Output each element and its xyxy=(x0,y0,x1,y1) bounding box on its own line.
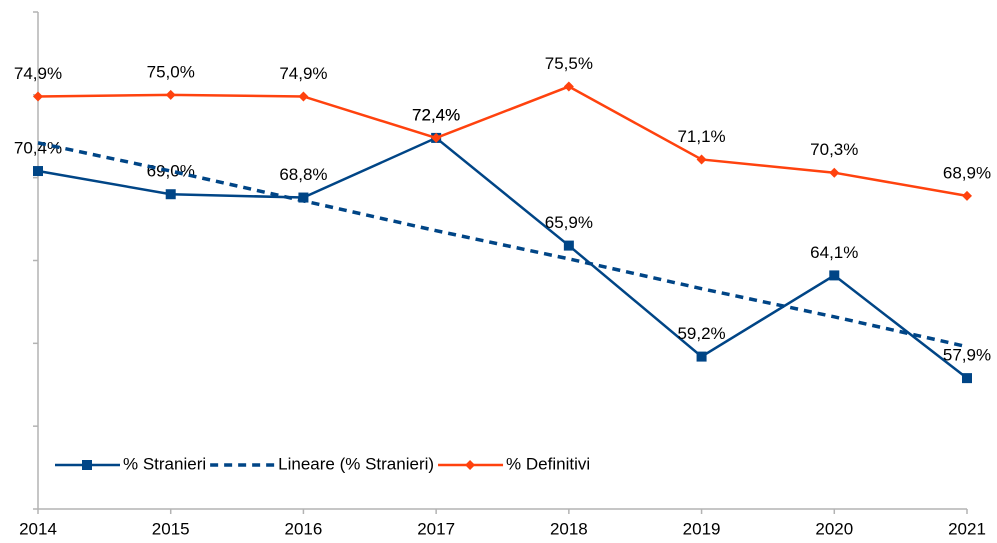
marker xyxy=(298,192,309,203)
data-label: 72,4% xyxy=(412,105,460,124)
data-label: 70,4% xyxy=(14,139,62,158)
marker xyxy=(696,154,707,165)
legend-label: % Definitivi xyxy=(506,454,590,473)
series-line xyxy=(37,141,968,349)
data-label: 75,5% xyxy=(545,54,593,73)
data-label: 70,3% xyxy=(810,140,858,159)
marker xyxy=(165,89,176,100)
marker xyxy=(82,460,92,470)
x-tick-label: 2014 xyxy=(19,519,57,538)
marker xyxy=(563,240,574,251)
data-label: 75,0% xyxy=(147,62,195,81)
data-label: 74,9% xyxy=(14,64,62,83)
data-label: 74,9% xyxy=(279,64,327,83)
marker xyxy=(962,190,972,201)
data-label: 68,9% xyxy=(943,163,991,182)
x-tick-label: 2016 xyxy=(285,519,323,538)
data-label: 71,1% xyxy=(677,127,725,146)
x-tick-label: 2021 xyxy=(948,519,986,538)
legend-label: % Stranieri xyxy=(123,454,206,473)
x-tick-label: 2019 xyxy=(683,519,721,538)
marker xyxy=(33,166,43,177)
marker xyxy=(829,167,840,178)
marker xyxy=(431,132,442,143)
data-label: 64,1% xyxy=(810,243,858,262)
data-label: 57,9% xyxy=(943,346,991,365)
series-line xyxy=(37,136,968,380)
x-tick-label: 2020 xyxy=(815,519,853,538)
marker xyxy=(563,81,574,92)
legend-label: Lineare (% Stranieri) xyxy=(278,454,434,473)
data-label: 65,9% xyxy=(545,213,593,232)
x-tick-label: 2018 xyxy=(550,519,588,538)
x-tick-label: 2017 xyxy=(417,519,455,538)
data-label: 69,0% xyxy=(147,162,195,181)
marker xyxy=(829,270,840,281)
series-line xyxy=(37,85,968,198)
marker xyxy=(298,91,309,102)
marker xyxy=(962,373,972,384)
marker xyxy=(33,91,43,102)
marker xyxy=(465,460,476,470)
data-label: 59,2% xyxy=(677,324,725,343)
data-label: 72,4% xyxy=(412,105,460,124)
x-tick-label: 2015 xyxy=(152,519,190,538)
marker xyxy=(165,189,176,200)
data-label: 68,8% xyxy=(279,165,327,184)
marker xyxy=(696,351,707,362)
